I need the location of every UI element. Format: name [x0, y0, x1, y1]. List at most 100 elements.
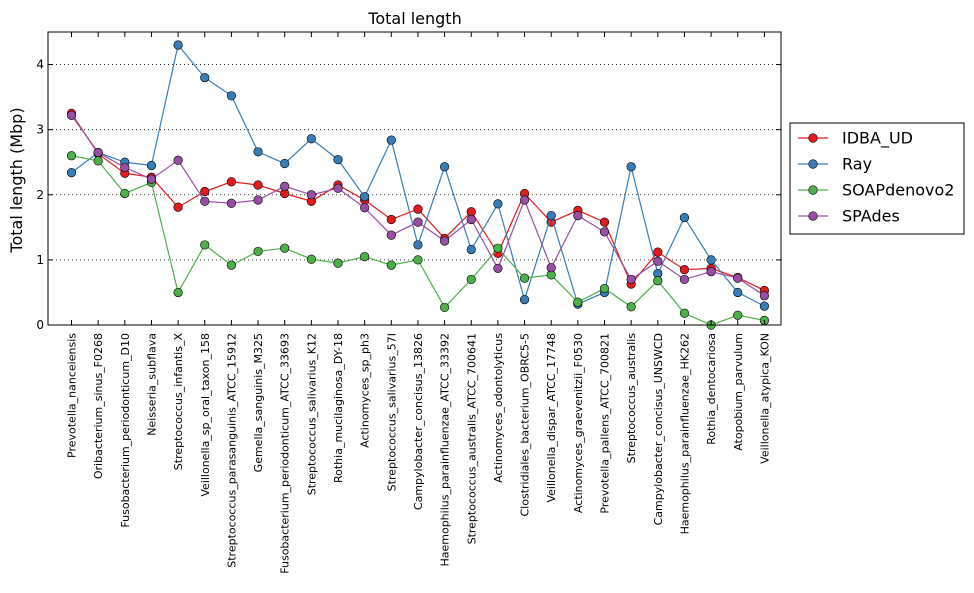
data-point	[173, 40, 183, 50]
data-point	[493, 263, 503, 273]
x-tick-label: Oribacterium_sinus_F0268	[92, 333, 105, 479]
data-point	[653, 247, 663, 257]
data-point	[626, 274, 636, 285]
x-tick-label: Actinomyces_sp_ph3	[359, 333, 372, 448]
data-point	[253, 180, 263, 190]
x-tick-label: Streptococcus_salivarius_57I	[385, 333, 398, 491]
data-point	[200, 186, 210, 197]
legend-marker	[808, 133, 818, 143]
data-point	[173, 202, 183, 212]
data-point	[733, 310, 743, 320]
y-tick-label: 3	[36, 123, 44, 137]
data-point	[733, 273, 743, 283]
data-point	[120, 188, 130, 199]
data-point	[599, 283, 610, 294]
x-tick-label: Veillonella_dispar_ATCC_17748	[545, 333, 558, 503]
data-point	[626, 162, 636, 172]
y-tick-label: 4	[36, 58, 44, 72]
x-tick-label: Campylobacter_concisus_13826	[412, 333, 425, 510]
data-point	[413, 240, 423, 250]
data-point	[413, 255, 423, 265]
data-point	[173, 155, 183, 165]
data-point	[306, 134, 316, 144]
data-point	[653, 256, 663, 266]
data-point	[759, 291, 770, 301]
data-point	[306, 254, 316, 264]
legend: IDBA_UD Ray SOAPdenovo2 SPAdes	[789, 122, 965, 235]
x-tick-label: Neisseria_subflava	[145, 333, 158, 436]
x-tick-label: Streptococcus_australis	[625, 333, 638, 464]
data-point	[333, 258, 343, 268]
data-point	[733, 287, 743, 298]
x-tick-label: Streptococcus_australis_ATCC_700641	[465, 333, 478, 544]
data-point	[679, 212, 690, 223]
data-point	[253, 147, 263, 157]
data-point	[440, 162, 450, 172]
x-tick-label: Haemophilus_parainfluenzae_HK262	[678, 333, 691, 534]
data-point	[253, 195, 263, 205]
data-point	[493, 243, 503, 253]
x-tick-label: Prevotella_nanceiensis	[66, 333, 79, 458]
y-axis-ticks: 0 1 2 3 4	[36, 58, 781, 332]
data-point	[519, 273, 530, 283]
data-point	[679, 274, 690, 285]
data-point	[386, 260, 396, 270]
data-point	[253, 246, 263, 257]
data-point	[333, 183, 343, 193]
x-tick-label: Prevotella_pallens_ATCC_700821	[599, 333, 612, 514]
x-tick-label: Rothia_mucilaginosa_DY-18	[332, 333, 345, 483]
data-point	[386, 230, 396, 240]
series-SOAPdenovo2	[66, 151, 770, 330]
data-point	[360, 252, 370, 262]
data-point	[466, 214, 476, 225]
data-point	[200, 72, 210, 83]
data-point	[546, 211, 556, 221]
x-tick-label: Rothia_dentocariosa	[705, 333, 718, 445]
data-point	[413, 217, 423, 227]
data-point	[466, 244, 476, 255]
data-point	[333, 155, 343, 165]
data-point	[146, 160, 157, 171]
data-point	[653, 276, 663, 286]
data-point	[440, 236, 450, 246]
data-point	[173, 287, 183, 298]
data-point	[66, 168, 77, 178]
y-axis-label: Total length (Mbp)	[7, 107, 26, 253]
chart-title: Total length	[367, 9, 461, 28]
legend-label: Ray	[842, 155, 872, 174]
x-tick-label: Atopobium_parvulum	[732, 333, 745, 451]
series-layer	[66, 40, 770, 330]
data-point	[226, 198, 236, 208]
data-point	[200, 196, 210, 206]
legend-marker	[808, 159, 818, 169]
data-point	[493, 199, 503, 209]
legend-marker	[808, 211, 818, 221]
data-point	[679, 308, 690, 318]
data-point	[573, 211, 583, 221]
data-point	[226, 260, 236, 270]
x-tick-label: Streptococcus_infantis_X	[172, 333, 185, 471]
x-tick-label: Veillonella_sp_oral_taxon_158	[199, 333, 212, 497]
data-point	[146, 174, 157, 184]
x-tick-label: Actinomyces_odontolyticus	[492, 333, 505, 483]
legend-marker	[808, 185, 818, 195]
x-tick-label: Actinomyces_graevenitzii_F0530	[572, 333, 585, 513]
data-point	[679, 265, 690, 275]
data-point	[466, 274, 476, 285]
plot-frame	[47, 31, 782, 326]
data-point	[599, 227, 610, 237]
data-point	[759, 301, 770, 311]
data-point	[360, 192, 370, 202]
data-point	[280, 243, 290, 253]
series-line	[71, 43, 765, 307]
y-tick-label: 2	[36, 188, 44, 202]
data-point	[599, 217, 610, 227]
data-point	[93, 156, 103, 166]
x-tick-label: Streptococcus_parasanguinis_ATCC_15912	[225, 333, 238, 568]
x-tick-label: Veillonella_atypica_KON	[758, 333, 771, 464]
data-point	[386, 135, 396, 145]
data-point	[573, 297, 583, 307]
x-tick-label: Campylobacter_concisus_UNSWCD	[652, 333, 665, 525]
data-point	[360, 203, 370, 213]
